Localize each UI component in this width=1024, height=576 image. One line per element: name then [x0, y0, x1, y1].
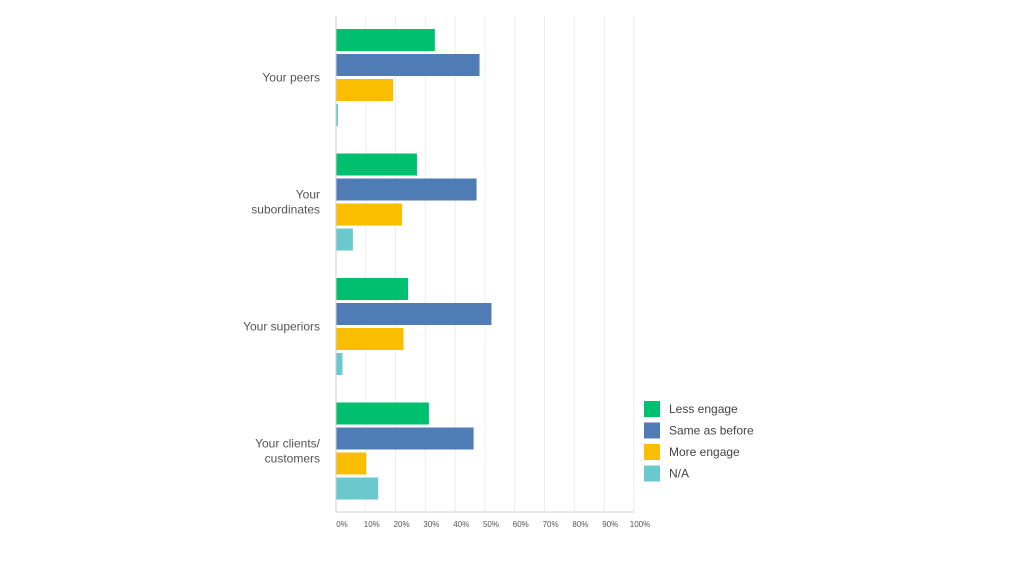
bar [336, 54, 480, 76]
category-label: Your peers [262, 71, 320, 85]
x-tick-label: 50% [483, 520, 499, 529]
x-tick-label: 70% [543, 520, 559, 529]
x-tick-label: 100% [630, 520, 650, 529]
bar [336, 452, 367, 475]
bar [336, 427, 474, 450]
bar [336, 29, 435, 51]
bars [336, 29, 492, 500]
legend-label: N/A [669, 467, 689, 481]
category-label: Your superiors [243, 320, 320, 334]
bar [336, 477, 379, 500]
legend-swatch [644, 465, 660, 482]
bar [336, 328, 404, 350]
bar [336, 104, 338, 126]
bar [336, 402, 429, 425]
grid-lines [365, 16, 635, 512]
legend-label: Same as before [669, 424, 754, 438]
x-tick-labels: 0% 10% 20% 30% 40% 50% 60% 70% 80% 90% 100% [336, 520, 650, 529]
bar [336, 303, 492, 325]
legend-swatch [644, 401, 660, 417]
category-label: Your subordinates [251, 188, 320, 217]
x-tick-label: 10% [364, 520, 380, 529]
legend-label: More engage [669, 445, 740, 459]
bar [336, 278, 409, 300]
bar [336, 353, 343, 375]
bar [336, 178, 477, 201]
legend-label: Less engage [669, 402, 738, 416]
bar [336, 203, 403, 226]
legend-swatch [644, 422, 660, 439]
x-tick-label: 20% [394, 520, 410, 529]
bar [336, 153, 417, 176]
x-tick-label: 90% [602, 520, 618, 529]
x-tick-label: 80% [572, 520, 588, 529]
bar [336, 228, 353, 251]
x-tick-label: 40% [453, 520, 469, 529]
x-tick-label: 60% [513, 520, 529, 529]
category-labels: Your peers Your subordinates Your superiors… [243, 71, 321, 466]
bar [336, 79, 394, 101]
legend: Less engage Same as before More engage N/A [644, 401, 754, 482]
x-tick-label: 0% [336, 520, 348, 529]
legend-swatch [644, 444, 660, 460]
x-tick-label: 30% [423, 520, 439, 529]
category-label: Your clients/customers [255, 437, 321, 466]
